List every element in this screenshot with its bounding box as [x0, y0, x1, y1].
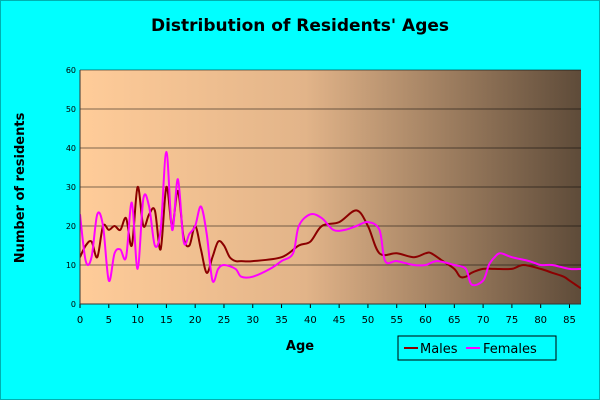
y-tick-label: 20 — [66, 222, 76, 231]
series-lines — [80, 150, 581, 290]
x-tick-label: 15 — [160, 315, 173, 326]
x-tick-label: 70 — [477, 315, 490, 326]
series-line-females — [80, 150, 581, 287]
x-tick-label: 85 — [563, 315, 576, 326]
x-tick-label: 50 — [362, 315, 375, 326]
y-tick-label: 30 — [66, 183, 76, 192]
x-tick-label: 80 — [534, 315, 547, 326]
x-axis-title: Age — [286, 339, 314, 354]
y-axis-title: Number of residents — [13, 112, 28, 263]
x-tick-label: 30 — [246, 315, 259, 326]
x-tick-label: 35 — [275, 315, 288, 326]
x-tick-label: 5 — [106, 315, 112, 326]
y-axis-ticks: 0 10 20 30 40 50 60 — [66, 66, 76, 309]
y-tick-label: 50 — [66, 105, 76, 114]
y-tick-label: 60 — [66, 66, 76, 75]
y-tick-label: 10 — [66, 261, 76, 270]
y-tick-label: 40 — [66, 144, 76, 153]
legend-label-males: Males — [420, 342, 458, 357]
chart-title: Distribution of Residents' Ages — [151, 16, 449, 36]
legend: Males Females — [397, 335, 557, 361]
x-tick-label: 25 — [218, 315, 231, 326]
x-tick-label: 60 — [419, 315, 432, 326]
x-axis-ticks: 0 5 10 15 20 25 30 35 40 45 50 55 60 65 70 75 80 85 — [77, 304, 576, 326]
y-tick-label: 0 — [71, 300, 76, 309]
x-tick-label: 75 — [506, 315, 519, 326]
legend-label-females: Females — [483, 342, 537, 357]
x-tick-label: 55 — [390, 315, 403, 326]
x-tick-label: 65 — [448, 315, 461, 326]
x-tick-label: 45 — [333, 315, 346, 326]
x-tick-label: 10 — [131, 315, 144, 326]
x-tick-label: 40 — [304, 315, 317, 326]
x-tick-label: 20 — [189, 315, 202, 326]
x-tick-label: 0 — [77, 315, 83, 326]
